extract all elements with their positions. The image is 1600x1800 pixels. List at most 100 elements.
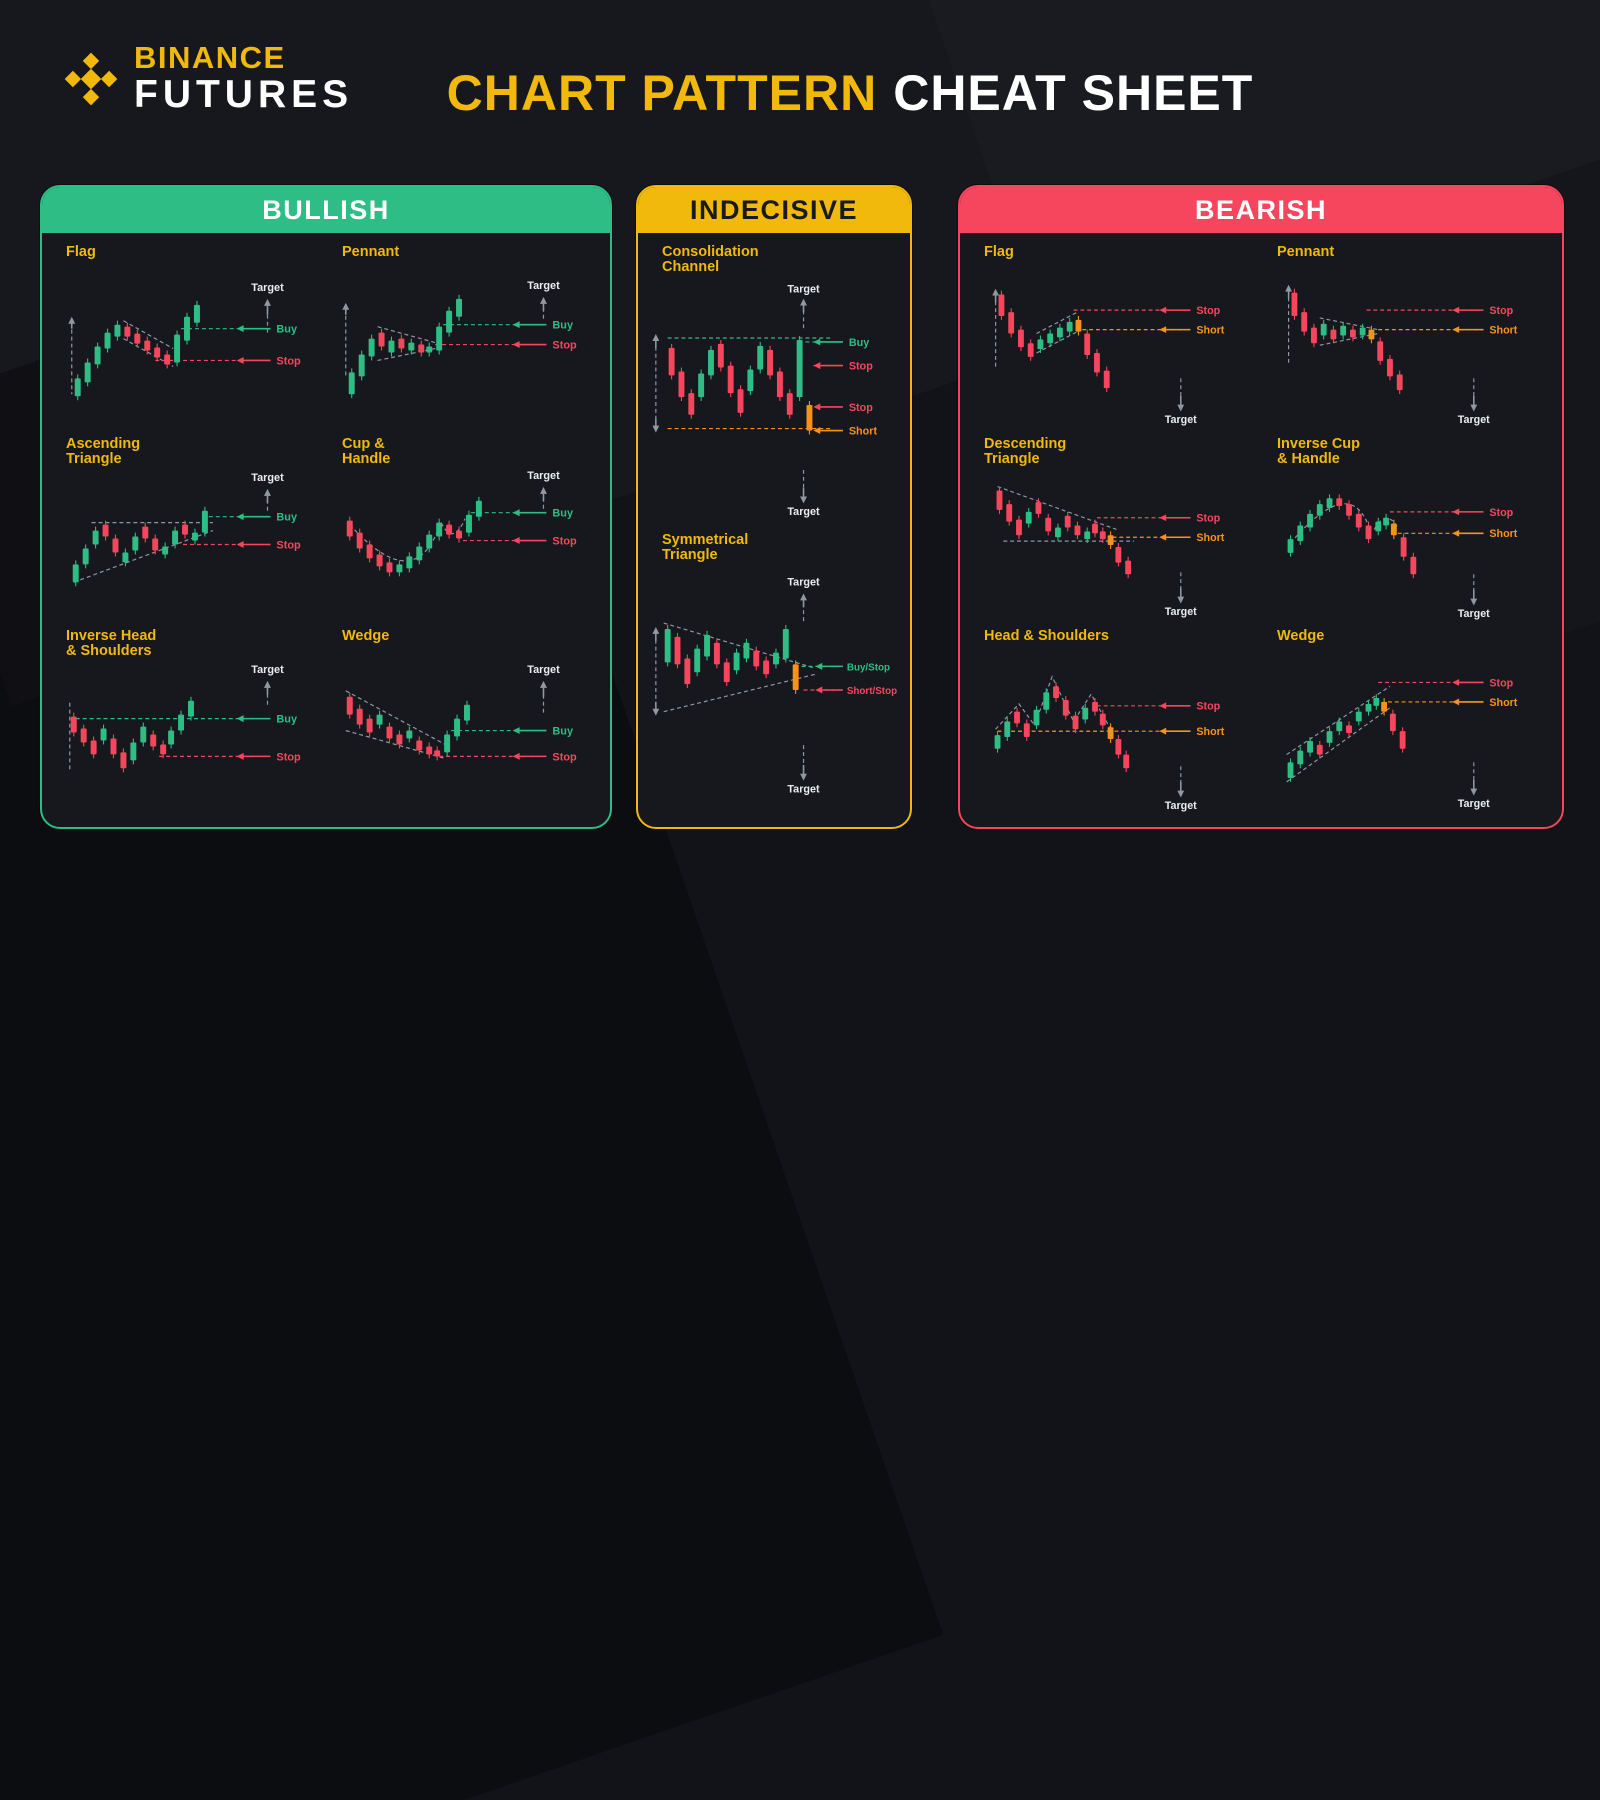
svg-text:Short: Short <box>1196 325 1224 337</box>
panel-header-bearish: BEARISH <box>960 187 1562 233</box>
pattern-title-bullish-wedge: Wedge <box>342 628 390 644</box>
svg-text:Short/Stop: Short/Stop <box>847 686 897 697</box>
pattern-title-indecisive-symmetrical-triangle: Symmetrical Triangle <box>662 532 749 563</box>
pattern-card-bearish-head-shoulders: Head & Shoulders Stop Short Target <box>968 623 1261 815</box>
pattern-chart-bullish-ascending-triangle: Target Buy Stop <box>72 472 301 587</box>
pattern-card-indecisive-consolidation-channel: Consolidation Channel Target Buy Stop Stop Sh… <box>646 239 902 527</box>
svg-text:Target: Target <box>1458 414 1490 426</box>
pattern-title-bullish-ascending-triangle: Ascending Triangle <box>66 436 141 467</box>
svg-text:Target: Target <box>1458 608 1490 620</box>
pattern-card-indecisive-symmetrical-triangle: Symmetrical Triangle Target Buy/Stop Short/… <box>646 527 902 815</box>
pattern-chart-bullish-cup-handle: Target Buy Stop <box>346 470 577 577</box>
svg-text:Buy: Buy <box>849 337 869 349</box>
svg-text:Stop: Stop <box>276 751 301 763</box>
pattern-card-bullish-cup-handle: Cup & Handle Target Buy Stop <box>326 431 602 623</box>
svg-text:Short: Short <box>1489 325 1517 337</box>
pattern-title-bullish-cup-handle: Cup & Handle <box>342 436 391 467</box>
pattern-chart-bullish-inverse-head-shoulders: Target Buy Stop <box>69 664 301 773</box>
pattern-card-bearish-wedge: Wedge Stop Short Target <box>1261 623 1554 815</box>
pattern-chart-bearish-head-shoulders: Stop Short Target <box>994 675 1225 812</box>
pattern-title-bearish-descending-triangle: Descending Triangle <box>984 436 1067 467</box>
svg-text:Buy: Buy <box>276 324 297 336</box>
svg-text:Stop: Stop <box>849 361 873 373</box>
pattern-card-bearish-descending-triangle: Descending Triangle Stop Short Target <box>968 431 1261 623</box>
pattern-title-bearish-wedge: Wedge <box>1277 628 1325 644</box>
svg-text:Target: Target <box>527 280 560 292</box>
pattern-chart-bearish-flag: Stop Short Target <box>992 288 1225 426</box>
svg-text:Short: Short <box>849 425 878 437</box>
page-title-accent: CHART PATTERN <box>446 65 878 121</box>
svg-text:Stop: Stop <box>1196 701 1220 713</box>
panel-title-bearish: BEARISH <box>1194 194 1327 225</box>
pattern-card-bearish-inverse-cup-handle: Inverse Cup & Handle Stop Short Target <box>1261 431 1554 623</box>
svg-text:Stop: Stop <box>1489 507 1513 519</box>
svg-text:Target: Target <box>787 783 820 795</box>
pattern-chart-bearish-inverse-cup-handle: Stop Short Target <box>1287 494 1518 620</box>
brand-text: BINANCE FUTURES <box>134 40 354 117</box>
svg-text:Target: Target <box>251 282 284 294</box>
pattern-title-bearish-head-shoulders: Head & Shoulders <box>984 628 1109 644</box>
pattern-chart-bullish-wedge: Target Buy Stop <box>345 664 577 763</box>
pattern-title-bearish-flag: Flag <box>984 244 1014 260</box>
svg-text:Buy: Buy <box>552 726 573 738</box>
pattern-card-bullish-flag: Flag Target Buy Stop <box>50 239 326 431</box>
svg-text:Target: Target <box>1165 606 1197 618</box>
svg-text:Short: Short <box>1489 697 1517 709</box>
pattern-title-bearish-pennant: Pennant <box>1277 244 1335 260</box>
svg-text:Buy: Buy <box>552 508 573 520</box>
svg-text:Stop: Stop <box>1489 677 1513 689</box>
svg-text:Target: Target <box>787 284 820 296</box>
panel-title-indecisive: INDECISIVE <box>689 194 859 225</box>
pattern-card-bullish-pennant: Pennant Target Buy Stop <box>326 239 602 431</box>
svg-text:Short: Short <box>1196 532 1224 544</box>
pattern-chart-indecisive-consolidation-channel: Target Buy Stop Stop Short Target <box>652 284 878 518</box>
svg-text:Target: Target <box>787 577 820 589</box>
svg-text:Stop: Stop <box>1196 305 1220 317</box>
page-title-rest: CHEAT SHEET <box>893 65 1254 121</box>
svg-text:Buy: Buy <box>276 512 297 524</box>
panel-bullish: BULLISH Flag Target Buy Stop Pennant Target Bu… <box>40 185 612 829</box>
brand-futures: FUTURES <box>134 73 354 117</box>
svg-text:Target: Target <box>251 472 284 484</box>
svg-text:Stop: Stop <box>1196 513 1220 525</box>
svg-text:Stop: Stop <box>849 402 873 414</box>
svg-text:Target: Target <box>251 664 284 676</box>
binance-brand: BINANCE FUTURES <box>62 40 354 117</box>
svg-text:Stop: Stop <box>1489 305 1513 317</box>
pattern-chart-bullish-flag: Target Buy Stop <box>68 282 301 401</box>
svg-text:Stop: Stop <box>552 536 577 548</box>
pattern-chart-bearish-wedge: Stop Short Target <box>1286 677 1518 810</box>
svg-text:Stop: Stop <box>552 340 577 352</box>
svg-text:Stop: Stop <box>276 539 301 551</box>
svg-text:Short: Short <box>1196 726 1224 738</box>
svg-text:Target: Target <box>1165 800 1197 812</box>
pattern-card-bullish-ascending-triangle: Ascending Triangle Target Buy Stop <box>50 431 326 623</box>
panel-grid-indecisive: Consolidation Channel Target Buy Stop Stop Sh… <box>638 233 910 823</box>
svg-text:Target: Target <box>527 664 560 676</box>
pattern-chart-bearish-descending-triangle: Stop Short Target <box>996 485 1225 618</box>
svg-text:Buy/Stop: Buy/Stop <box>847 662 890 673</box>
svg-text:Target: Target <box>527 470 560 482</box>
pattern-title-bullish-flag: Flag <box>66 244 96 260</box>
panel-grid-bearish: Flag Stop Short Target Pennant Stop Short Targe… <box>960 233 1562 823</box>
svg-text:Target: Target <box>787 506 820 518</box>
panel-grid-bullish: Flag Target Buy Stop Pennant Target Buy Stop Asc… <box>42 233 610 823</box>
binance-logo-icon <box>64 52 118 106</box>
pattern-chart-bearish-pennant: Stop Short Target <box>1285 284 1518 426</box>
page-title: CHART PATTERN CHEAT SHEET <box>380 64 1320 122</box>
pattern-card-bullish-wedge: Wedge Target Buy Stop <box>326 623 602 815</box>
brand-binance: BINANCE <box>134 40 286 75</box>
svg-text:Target: Target <box>1165 414 1197 426</box>
svg-text:Short: Short <box>1489 528 1517 540</box>
panel-header-indecisive: INDECISIVE <box>638 187 910 233</box>
pattern-title-bearish-inverse-cup-handle: Inverse Cup & Handle <box>1277 436 1360 467</box>
svg-text:Stop: Stop <box>552 751 577 763</box>
pattern-title-indecisive-consolidation-channel: Consolidation Channel <box>662 244 759 275</box>
panel-title-bullish: BULLISH <box>262 194 390 225</box>
svg-text:Target: Target <box>1458 798 1490 810</box>
pattern-card-bearish-flag: Flag Stop Short Target <box>968 239 1261 431</box>
panel-bearish: BEARISH Flag Stop Short Target Pennant Stop Sh… <box>958 185 1564 829</box>
pattern-card-bullish-inverse-head-shoulders: Inverse Head & Shoulders Target Buy Stop <box>50 623 326 815</box>
pattern-card-bearish-pennant: Pennant Stop Short Target <box>1261 239 1554 431</box>
pattern-title-bullish-inverse-head-shoulders: Inverse Head & Shoulders <box>66 628 157 659</box>
